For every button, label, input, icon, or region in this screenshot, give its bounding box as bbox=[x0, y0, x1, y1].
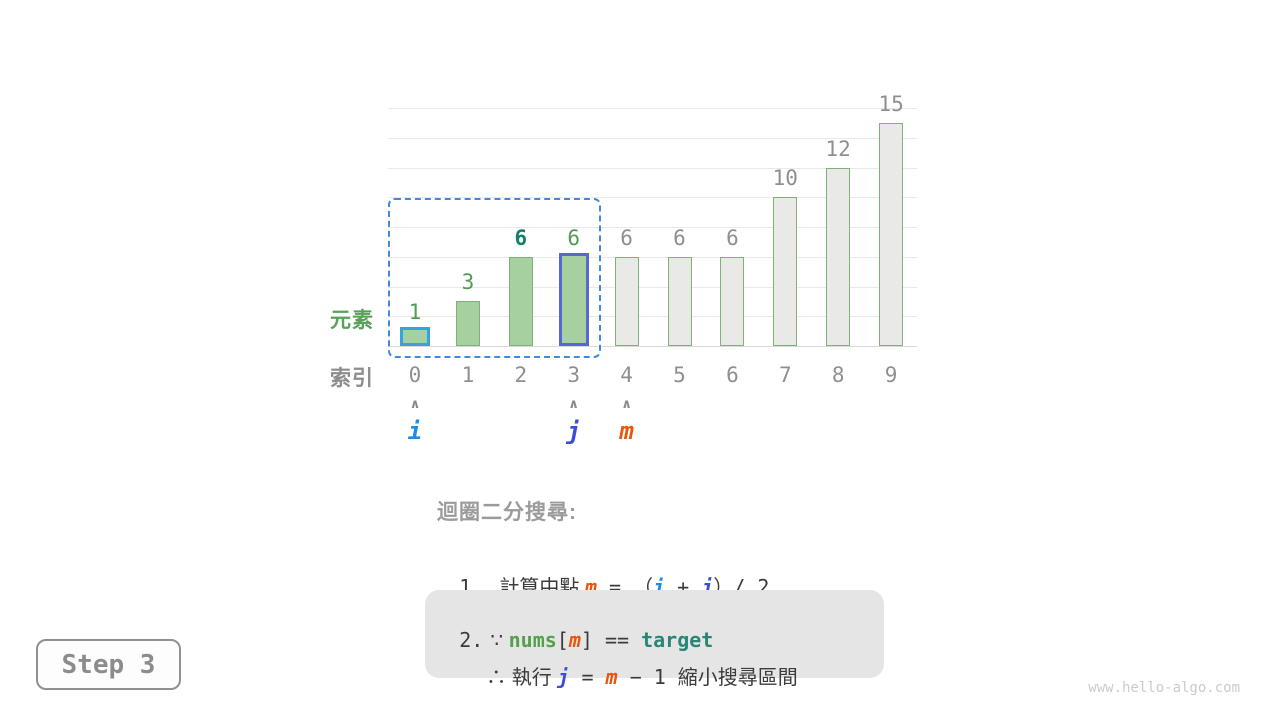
bar-value-label: 6 bbox=[567, 225, 581, 250]
bar-index-label: 2 bbox=[514, 363, 528, 387]
array-bar bbox=[720, 256, 745, 346]
bar-value-label: 10 bbox=[772, 166, 798, 191]
bar-value-label: 12 bbox=[825, 136, 851, 161]
bar-index-label: 6 bbox=[726, 363, 739, 387]
axis-label-index: 索引 bbox=[330, 367, 374, 390]
bar-value-label: 6 bbox=[514, 225, 528, 250]
array-bar bbox=[455, 301, 480, 346]
text-segment: ∴ 執行 bbox=[486, 667, 558, 689]
text-segment: = bbox=[569, 665, 606, 689]
bar-index-label: 9 bbox=[884, 363, 898, 387]
array-bar bbox=[614, 256, 639, 346]
chart-gridline bbox=[388, 256, 917, 258]
pointer-caret-i: ∧ bbox=[409, 397, 421, 412]
bar-value-label: 3 bbox=[461, 270, 475, 295]
pointer-label-j: j bbox=[566, 417, 581, 445]
step-badge: Step 3 bbox=[36, 639, 181, 690]
text-segment: [ bbox=[556, 628, 569, 652]
axis-label-elements: 元素 bbox=[330, 309, 374, 332]
array-bar bbox=[508, 256, 533, 346]
chart-gridline bbox=[388, 286, 917, 288]
array-bar bbox=[558, 252, 589, 346]
text-segment: ∵ bbox=[490, 630, 509, 652]
text-segment: ] bbox=[580, 628, 593, 652]
step-badge-label: Step 3 bbox=[61, 649, 156, 680]
pointer-label-m: m bbox=[619, 417, 634, 445]
search-window-dashed-box bbox=[388, 198, 601, 358]
explanation-step2-because: 2. ∵ nums[m] == target bbox=[437, 601, 713, 680]
text-segment: 縮小搜尋區間 bbox=[677, 667, 798, 689]
bar-index-label: 5 bbox=[673, 363, 686, 387]
bar-value-label: 6 bbox=[673, 225, 686, 250]
bar-index-label: 7 bbox=[778, 363, 792, 387]
chart-gridline bbox=[388, 167, 917, 169]
bar-value-label: 6 bbox=[620, 225, 633, 250]
text-segment: target bbox=[641, 628, 714, 652]
bar-value-label: 15 bbox=[878, 91, 904, 116]
step2a-segments: ∵ nums[m] == target bbox=[490, 628, 714, 652]
bar-index-label: 0 bbox=[408, 363, 422, 387]
chart-gridline bbox=[388, 137, 917, 139]
explanation-heading: 迴圈二分搜尋: bbox=[437, 501, 577, 524]
watermark-url: www.hello-algo.com bbox=[1088, 680, 1240, 696]
array-bar bbox=[400, 327, 430, 346]
bar-value-label: 6 bbox=[726, 225, 739, 250]
array-bar bbox=[826, 167, 851, 346]
step2-number: 2. bbox=[459, 628, 484, 652]
text-segment: == bbox=[592, 628, 642, 652]
explanation-highlight-box bbox=[425, 590, 884, 678]
chart-baseline bbox=[388, 346, 917, 347]
bar-index-label: 3 bbox=[567, 363, 581, 387]
pointer-caret-m: ∧ bbox=[621, 397, 632, 412]
bar-index-label: 8 bbox=[831, 363, 845, 387]
pointer-caret-j: ∧ bbox=[568, 397, 579, 412]
array-bar bbox=[773, 197, 798, 346]
chart-gridline bbox=[388, 197, 917, 199]
array-bar bbox=[667, 256, 692, 346]
explanation-step2-therefore: ∴ 執行 j = m − 1 縮小搜尋區間 bbox=[464, 638, 798, 717]
bar-index-label: 4 bbox=[620, 363, 633, 387]
text-segment: m bbox=[568, 628, 581, 652]
chart-gridline bbox=[388, 108, 917, 109]
chart-gridline bbox=[388, 227, 917, 228]
text-segment: − 1 bbox=[617, 665, 678, 689]
text-segment: m bbox=[605, 665, 618, 689]
array-bar bbox=[879, 122, 904, 346]
bar-value-label: 1 bbox=[408, 300, 422, 325]
bar-index-label: 1 bbox=[461, 363, 475, 387]
text-segment: nums bbox=[508, 628, 557, 652]
chart-gridline bbox=[388, 316, 917, 318]
pointer-label-i: i bbox=[407, 417, 423, 445]
text-segment: j bbox=[557, 665, 570, 689]
step2b-segments: ∴ 執行 j = m − 1 縮小搜尋區間 bbox=[486, 665, 798, 689]
